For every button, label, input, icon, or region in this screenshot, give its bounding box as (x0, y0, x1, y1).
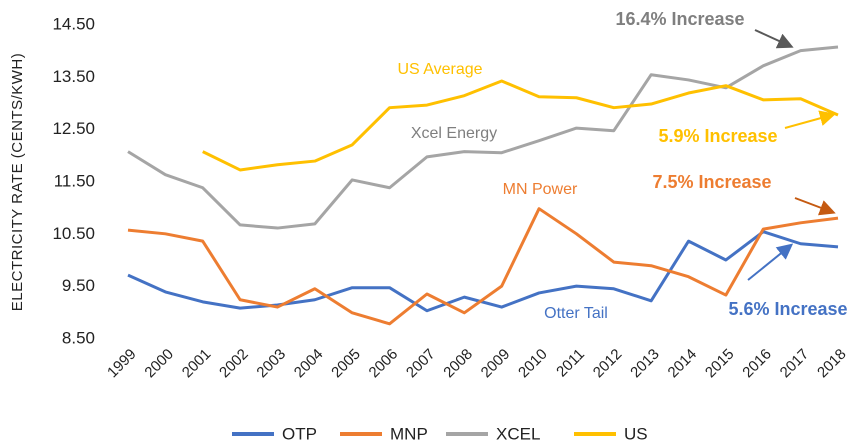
series-line (127, 207, 839, 326)
x-tick-label: 2005 (328, 346, 364, 382)
x-tick-label: 2016 (739, 346, 775, 382)
y-tick-label: 8.50 (62, 328, 95, 347)
x-tick-label: 2015 (702, 346, 738, 382)
annotation: 7.5% Increase (652, 172, 771, 192)
x-tick-label: 2018 (814, 346, 850, 382)
y-tick-label: 11.50 (54, 171, 95, 190)
x-tick-label: 2008 (440, 346, 476, 382)
x-tick-label: 2002 (216, 346, 252, 382)
x-tick-label: 2014 (665, 346, 701, 382)
annotation: 5.6% Increase (728, 299, 847, 319)
y-tick-label: 13.50 (52, 67, 95, 86)
series-line (127, 230, 839, 313)
annotation: MN Power (503, 181, 578, 198)
legend-label: US (624, 424, 648, 443)
arrow (754, 29, 794, 49)
y-tick-label: 14.50 (52, 14, 95, 33)
arrow (747, 243, 794, 281)
y-tick-label: 12.50 (52, 119, 95, 138)
legend-label: OTP (282, 424, 317, 443)
x-tick-label: 2004 (291, 346, 327, 382)
legend-label: XCEL (496, 424, 540, 443)
x-tick-label: 2003 (253, 346, 289, 382)
x-tick-label: 2012 (590, 346, 626, 382)
annotation: Otter Tail (544, 305, 608, 322)
y-axis-title: ELECTRICITY RATE (CENTS/KWH) (9, 53, 26, 311)
legend-label: MNP (390, 424, 428, 443)
x-tick-label: 2007 (403, 346, 439, 382)
x-tick-label: 2009 (478, 346, 514, 382)
x-tick-label: 2000 (141, 346, 177, 382)
x-tick-label: 2013 (627, 346, 663, 382)
x-tick-label: 2001 (179, 346, 215, 382)
series-line (202, 79, 839, 172)
x-tick-label: 2017 (777, 346, 813, 382)
annotation: Xcel Energy (411, 125, 497, 142)
annotation: US Average (397, 61, 482, 78)
annotation: 16.4% Increase (615, 9, 744, 29)
annotation: 5.9% Increase (658, 126, 777, 146)
y-tick-label: 10.50 (52, 224, 95, 243)
y-tick-label: 9.50 (62, 276, 95, 295)
arrow (784, 110, 836, 129)
x-tick-label: 1999 (104, 346, 140, 382)
arrow (794, 197, 836, 216)
x-tick-label: 2011 (553, 346, 588, 381)
x-tick-label: 2006 (366, 346, 402, 382)
x-tick-label: 2010 (515, 346, 551, 382)
